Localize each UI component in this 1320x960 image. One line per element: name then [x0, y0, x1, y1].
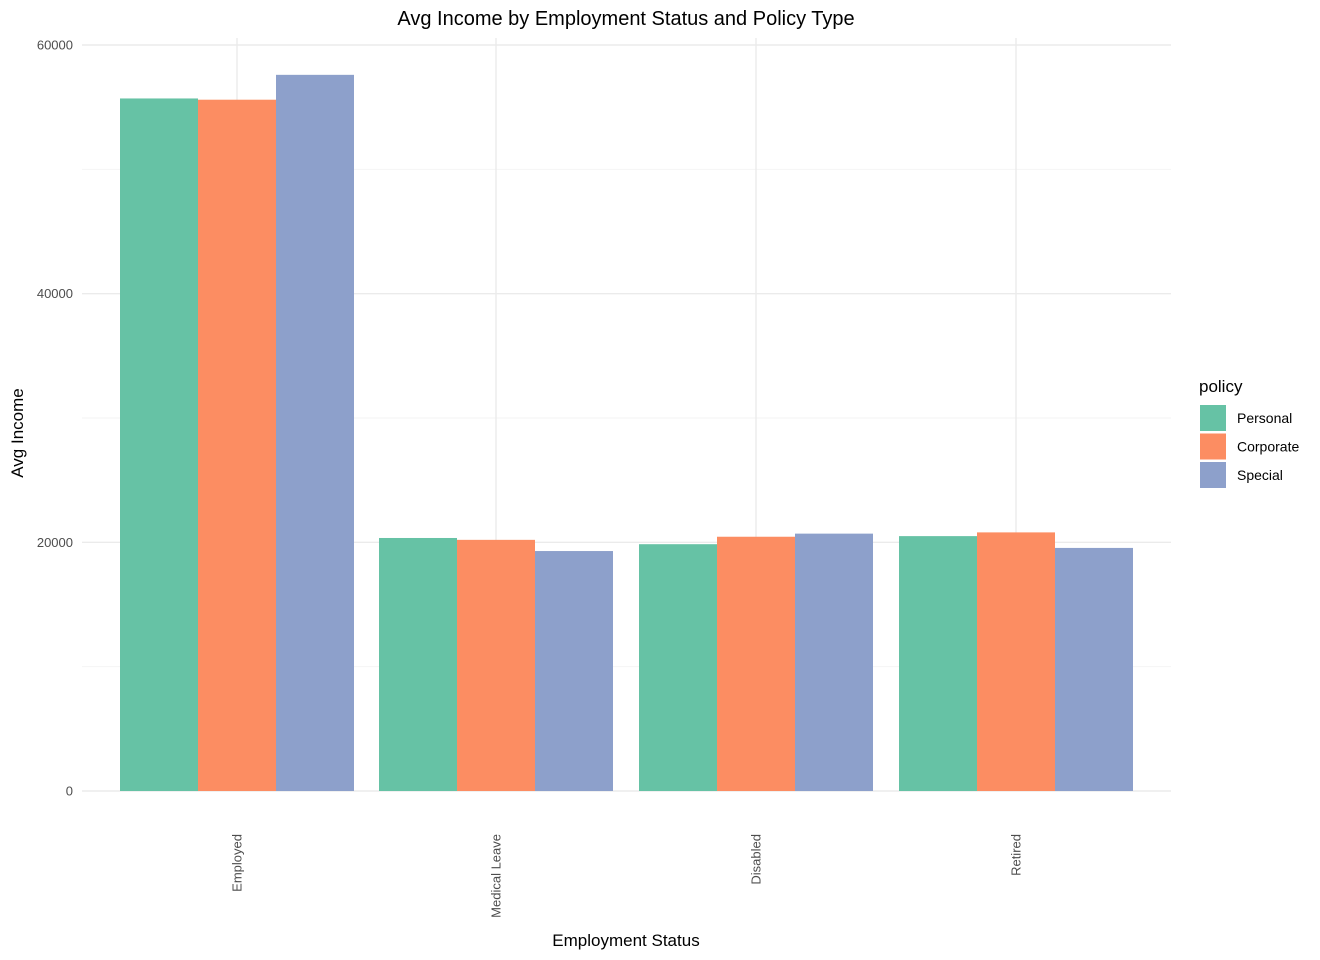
bar-personal-disabled — [639, 544, 717, 791]
x-axis-title: Employment Status — [552, 931, 699, 950]
bar-corporate-retired — [977, 532, 1055, 791]
legend-label-corporate: Corporate — [1237, 439, 1299, 455]
bar-corporate-medical-leave — [457, 539, 535, 791]
x-tick-labels: Employed Medical Leave Disabled Retired — [230, 834, 1024, 918]
bar-corporate-disabled — [717, 536, 795, 791]
y-tick-label: 0 — [66, 784, 73, 799]
y-tick-label: 40000 — [37, 286, 73, 301]
bars — [120, 74, 1133, 792]
chart-title: Avg Income by Employment Status and Poli… — [397, 8, 854, 30]
bar-personal-retired — [899, 536, 977, 791]
bar-personal-employed — [120, 98, 198, 792]
legend-items: Personal Corporate Special — [1200, 405, 1299, 488]
bar-special-disabled — [795, 533, 873, 791]
bar-personal-medical-leave — [379, 537, 457, 791]
y-tick-label: 20000 — [37, 535, 73, 550]
legend-swatch-corporate — [1200, 433, 1226, 460]
legend-title: policy — [1199, 377, 1243, 396]
legend: policy Personal Corporate Special — [1199, 377, 1299, 488]
legend-label-personal: Personal — [1237, 410, 1292, 426]
bar-special-medical-leave — [535, 551, 613, 791]
y-tick-label: 60000 — [37, 38, 73, 53]
legend-swatch-special — [1200, 462, 1226, 488]
x-tick-label: Retired — [1009, 834, 1024, 876]
bar-corporate-employed — [198, 99, 276, 791]
y-tick-labels: 0 20000 40000 60000 — [37, 38, 73, 799]
legend-swatch-personal — [1200, 405, 1226, 431]
y-axis-title: Avg Income — [8, 388, 27, 477]
x-tick-label: Medical Leave — [489, 834, 504, 918]
legend-label-special: Special — [1237, 467, 1283, 483]
bar-special-employed — [276, 74, 354, 792]
x-tick-label: Employed — [230, 834, 245, 892]
x-tick-label: Disabled — [749, 834, 764, 885]
bar-special-retired — [1055, 547, 1133, 791]
